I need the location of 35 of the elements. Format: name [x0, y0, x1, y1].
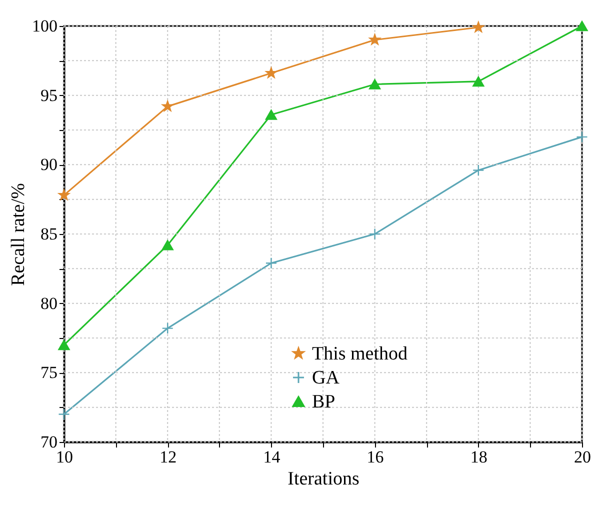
y-tick-label: 70	[40, 432, 58, 452]
x-tick-label: 18	[470, 448, 488, 466]
y-tick-label: 75	[40, 363, 58, 382]
point	[265, 257, 278, 269]
point	[58, 189, 70, 200]
y-axis-title: Recall rate/%	[8, 182, 29, 286]
point	[576, 20, 588, 32]
x-tick-label: 20	[574, 448, 591, 466]
x-axis-title: Iterations	[288, 468, 360, 490]
point	[472, 22, 484, 32]
x-tick-label: 12	[160, 448, 177, 466]
point	[162, 100, 174, 112]
x-tick-label: 14	[263, 448, 281, 466]
point	[369, 34, 380, 45]
y-tick-label: 90	[40, 155, 58, 174]
point	[58, 340, 70, 350]
point	[472, 76, 484, 87]
point	[266, 67, 277, 78]
x-tick-label: 16	[366, 448, 384, 466]
y-tick-label: 85	[40, 224, 58, 244]
point	[368, 228, 381, 240]
point	[162, 322, 174, 334]
point	[58, 408, 70, 420]
y-tick-label: 100	[32, 16, 58, 36]
point	[576, 131, 588, 143]
legend-label: BP	[312, 392, 336, 412]
point	[368, 79, 381, 90]
y-tick-label: 80	[40, 294, 58, 313]
legend-label: GA	[312, 368, 340, 388]
y-tick-label: 95	[40, 86, 58, 105]
point	[162, 240, 174, 250]
point	[265, 110, 278, 120]
legend-label: This method	[312, 344, 408, 364]
x-tick-label: 10	[56, 448, 73, 466]
point	[472, 164, 484, 176]
